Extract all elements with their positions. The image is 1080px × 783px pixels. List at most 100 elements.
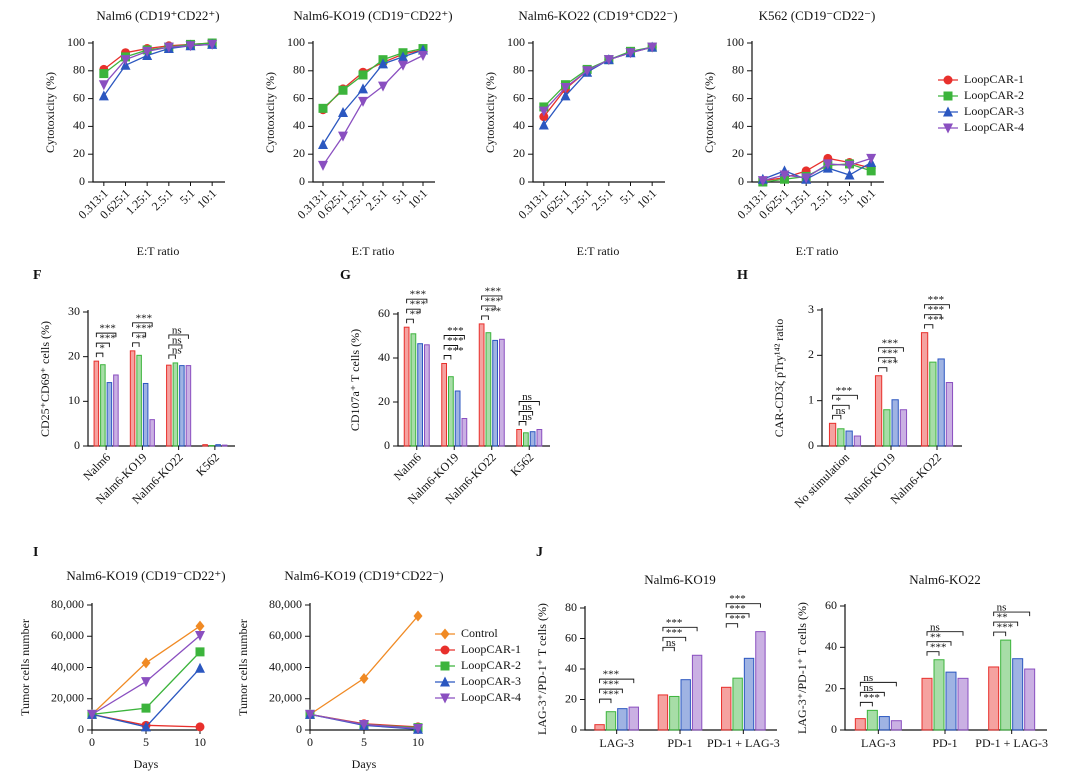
y-tick-label: 20 — [565, 691, 577, 705]
significance-label: *** — [136, 322, 153, 334]
point — [141, 657, 151, 669]
bar — [957, 677, 969, 731]
y-axis-label: Cytotoxicity (%) — [702, 72, 716, 153]
significance-label: ns — [172, 324, 182, 336]
y-tick-label: 2 — [808, 347, 814, 361]
x-tick-label: 2.5:1 — [363, 186, 390, 213]
y-tick-label: 40 — [293, 118, 305, 132]
y-tick-label: 40 — [73, 118, 85, 132]
legend-marker — [943, 91, 953, 101]
significance-bracket — [878, 367, 888, 372]
point — [120, 55, 131, 66]
bar — [100, 364, 106, 447]
significance-bracket — [481, 305, 496, 310]
point — [822, 159, 833, 170]
chart-title: Nalm6-KO19 (CD19⁺CD22⁻) — [284, 568, 443, 583]
significance-bracket — [518, 411, 534, 416]
point — [358, 83, 368, 94]
bar — [424, 344, 430, 447]
point — [98, 80, 109, 91]
significance-label: ns — [522, 411, 532, 423]
y-tick-label: 80 — [73, 63, 85, 77]
y-tick-label: 60 — [732, 90, 744, 104]
y-tick-label: 0 — [74, 438, 80, 452]
y-tick-label: 60 — [73, 90, 85, 104]
x-tick-label: Nalm6 — [391, 450, 424, 483]
bar — [454, 390, 461, 447]
significance-label: ns — [172, 334, 182, 346]
significance-bracket — [406, 308, 421, 314]
significance-bracket — [926, 631, 964, 636]
y-axis-label: LAG-3⁺/PD-1⁺ T cells (%) — [535, 603, 549, 735]
y-axis-label: Cytotoxicity (%) — [263, 72, 277, 153]
significance-label: *** — [930, 641, 947, 653]
bar — [1000, 639, 1012, 731]
point — [418, 51, 428, 62]
panel-label: I — [33, 545, 38, 560]
significance-bracket — [443, 335, 465, 340]
bar — [854, 718, 866, 731]
x-axis-label: E:T ratio — [352, 244, 395, 258]
significance-bracket — [832, 404, 850, 410]
panel-label: H — [737, 268, 748, 283]
significance-bracket — [725, 623, 739, 628]
axis — [309, 603, 420, 731]
series-line — [322, 49, 424, 111]
bar — [516, 429, 522, 447]
bar — [485, 332, 492, 447]
bar — [669, 695, 680, 731]
significance-bracket — [518, 401, 540, 406]
point — [195, 722, 205, 732]
bar — [755, 631, 766, 731]
significance-label: ns — [666, 637, 676, 649]
series-line — [91, 634, 201, 715]
x-tick-label: 10 — [412, 735, 424, 749]
chart-title: Nalm6 (CD19⁺CD22⁺) — [96, 8, 219, 23]
legend-marker — [440, 645, 450, 655]
significance-bracket — [926, 641, 952, 646]
y-axis-label: Tumor cells number — [236, 619, 250, 716]
significance-bracket — [859, 681, 897, 687]
x-tick-label: 0 — [307, 735, 313, 749]
significance-label: *** — [882, 357, 899, 369]
significance-label: *** — [882, 347, 899, 359]
x-axis-label: E:T ratio — [796, 244, 839, 258]
y-tick-label: 3 — [808, 302, 814, 316]
significance-bracket — [859, 691, 885, 697]
y-tick-label: 0 — [519, 174, 525, 188]
y-tick-label: 0 — [299, 174, 305, 188]
bar — [921, 677, 933, 731]
significance-bracket — [95, 342, 110, 348]
series-line — [762, 157, 872, 182]
y-tick-label: 40 — [825, 639, 837, 653]
point — [625, 48, 636, 59]
bar — [113, 374, 119, 447]
significance-label: *** — [928, 314, 945, 326]
x-tick-label: 10:1 — [405, 186, 430, 211]
significance-label: *** — [410, 289, 427, 301]
significance-label: *** — [447, 335, 464, 347]
y-tick-label: 40 — [513, 118, 525, 132]
significance-label: *** — [136, 312, 153, 324]
legend-label: LoopCAR-3 — [461, 674, 521, 688]
legend-label: Control — [461, 626, 498, 640]
significance-bracket — [662, 636, 687, 642]
bar — [866, 709, 878, 731]
bar — [441, 363, 447, 447]
significance-label: ** — [136, 332, 147, 344]
legend-label: LoopCAR-2 — [461, 658, 521, 672]
y-tick-label: 0 — [831, 722, 837, 736]
bar — [136, 354, 142, 447]
point — [378, 58, 388, 69]
significance-label: ns — [522, 391, 532, 403]
bar — [179, 365, 185, 447]
significance-label: *** — [447, 325, 464, 337]
significance-bracket — [599, 678, 635, 684]
x-tick-label: PD-1 — [932, 736, 957, 750]
y-tick-label: 0 — [571, 722, 577, 736]
y-axis-label: LAG-3⁺/PD-1⁺ T cells (%) — [795, 602, 809, 734]
significance-label: *** — [882, 337, 899, 349]
point — [603, 55, 614, 66]
panel-label: F — [33, 268, 42, 283]
significance-label: *** — [997, 622, 1014, 634]
